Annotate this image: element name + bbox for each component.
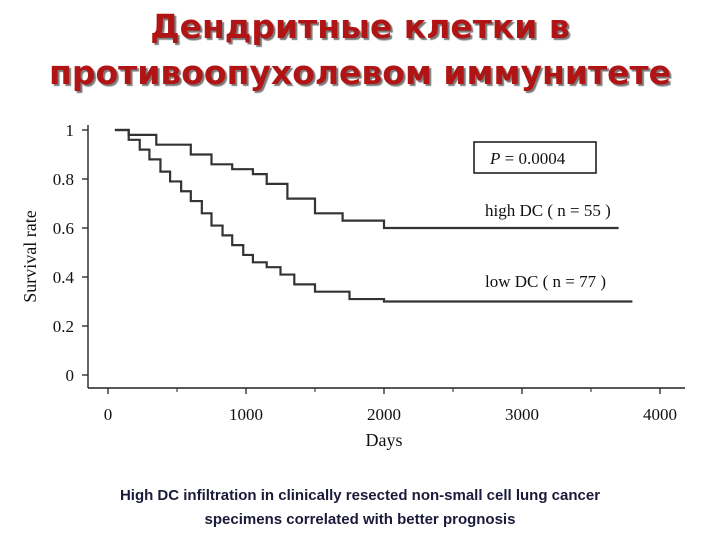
- title-line-2: противоопухолевом иммунитете: [49, 53, 671, 92]
- p-value-box: [473, 141, 597, 174]
- p-value-annotation: P = 0.0004: [489, 149, 566, 168]
- series-line-high-dc: [114, 128, 619, 230]
- survival-chart: 0 0.2 0.4 0.6 0.8 1 0 1000 2000 3000 4000 Days Survi…: [20, 121, 685, 450]
- caption-line-1: High DC infiltration in clinically resec…: [119, 487, 601, 504]
- y-tick-label: 0.4: [53, 268, 75, 287]
- x-tick-label: 0: [104, 405, 113, 424]
- y-tick-label: 1: [66, 121, 75, 140]
- x-tick-label: 2000: [367, 405, 401, 424]
- caption-line-2: specimens correlated with better prognos…: [204, 511, 516, 528]
- series-line-low-dc: [114, 128, 633, 303]
- y-tick-label: 0: [66, 366, 75, 385]
- x-tick-label: 3000: [505, 405, 539, 424]
- x-axis-label: Days: [366, 430, 403, 450]
- slide-title: Дендритные клетки в противоопухолевом им…: [0, 4, 720, 96]
- x-tick-label: 1000: [229, 405, 263, 424]
- y-tick-label: 0.8: [53, 170, 74, 189]
- title-line-1: Дендритные клетки в: [150, 7, 570, 46]
- y-axis-label: Survival rate: [20, 210, 40, 302]
- y-tick-label: 0.2: [53, 317, 74, 336]
- legend-label-high-dc: high DC ( n = 55 ): [485, 201, 611, 220]
- y-tick-label: 0.6: [53, 219, 74, 238]
- legend-label-low-dc: low DC ( n = 77 ): [485, 272, 606, 291]
- slide-caption: High DC infiltration in clinically resec…: [0, 484, 720, 532]
- x-tick-label: 4000: [643, 405, 677, 424]
